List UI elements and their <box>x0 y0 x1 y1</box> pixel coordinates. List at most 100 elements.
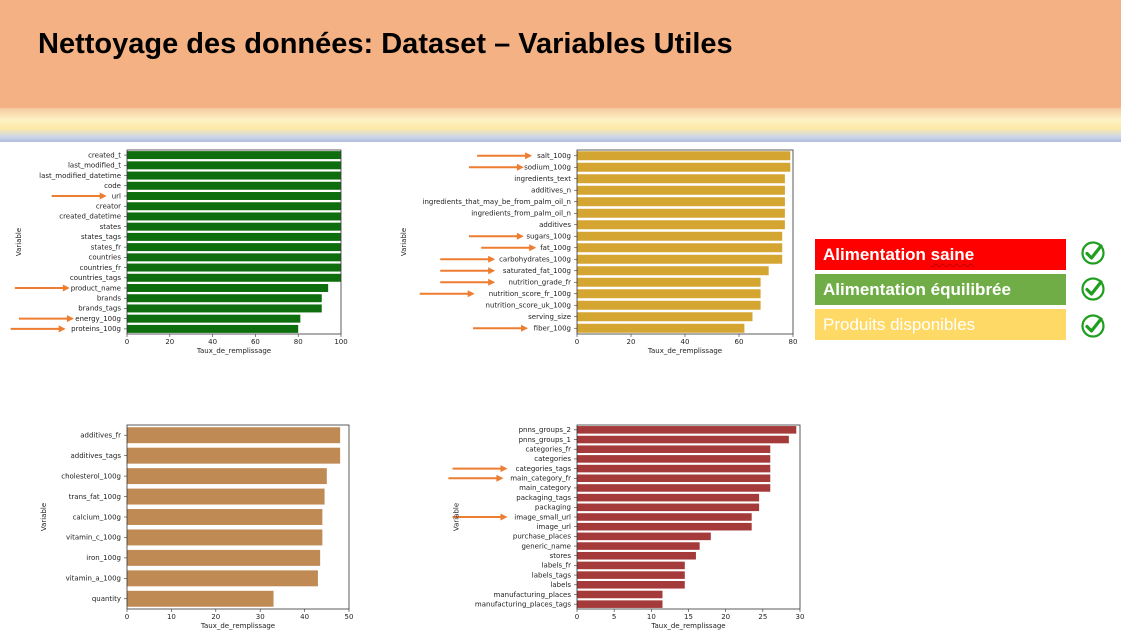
y-tick-label: additives <box>539 221 571 229</box>
y-tick-label: cholesterol_100g <box>61 472 121 480</box>
bar <box>577 312 753 322</box>
x-tick-label: 20 <box>211 613 220 621</box>
highlight-arrowhead <box>516 163 524 171</box>
y-tick-label: calcium_100g <box>73 513 121 521</box>
y-tick-label: countries_tags <box>70 274 122 282</box>
y-tick-label: ingredients_from_palm_oil_n <box>471 210 571 218</box>
bar <box>127 529 323 546</box>
highlight-arrowhead <box>58 325 66 333</box>
bar <box>127 192 341 200</box>
legend-balanced-food: Alimentation équilibrée <box>815 274 1066 305</box>
check-circle-icon <box>1081 277 1105 301</box>
bar <box>127 212 341 221</box>
bar <box>127 243 341 252</box>
y-tick-label: brands_tags <box>78 305 121 313</box>
bar <box>127 447 341 464</box>
bar <box>577 243 783 253</box>
x-tick-label: 60 <box>735 338 744 346</box>
x-tick-label: 60 <box>251 338 260 346</box>
legend-balanced-food-label: Alimentation équilibrée <box>823 280 1011 299</box>
y-tick-label: created_t <box>88 151 121 159</box>
bar <box>577 551 696 560</box>
chart-green-fill-rate: created_t last_modified_t last_modified_da… <box>10 149 348 355</box>
y-tick-label: labels_fr <box>542 562 572 570</box>
y-tick-label: nutrition_score_fr_100g <box>489 290 571 298</box>
y-tick-label: ingredients_that_may_be_from_palm_oil_n <box>423 198 572 206</box>
bar <box>127 509 323 525</box>
bar <box>577 185 785 195</box>
y-tick-label: vitamin_c_100g <box>66 534 121 542</box>
y-tick-label: pnns_groups_2 <box>519 426 571 434</box>
bar <box>577 151 791 161</box>
x-tick-label: 10 <box>167 613 176 621</box>
x-tick-label: 20 <box>165 338 174 346</box>
bar <box>577 474 771 483</box>
bar <box>127 549 321 566</box>
highlight-arrowhead <box>488 267 496 275</box>
bar <box>577 522 752 531</box>
legend-available-products-label: Produits disponibles <box>823 315 976 334</box>
check-circle-icon <box>1081 314 1105 338</box>
y-tick-label: product_name <box>71 284 121 292</box>
bar <box>127 314 301 323</box>
plot-frame <box>126 149 342 335</box>
legend-healthy-food-label-b: saine <box>930 245 975 264</box>
plot-frame <box>126 424 350 610</box>
x-tick-label: 20 <box>721 613 730 621</box>
x-tick-label: 20 <box>627 338 636 346</box>
y-tick-label: states <box>100 223 122 231</box>
bar <box>127 590 274 607</box>
x-tick-label: 0 <box>575 613 579 621</box>
x-tick-label: 15 <box>684 613 693 621</box>
bar <box>577 435 789 444</box>
y-tick-label: code <box>104 182 121 190</box>
bar <box>127 304 322 313</box>
highlight-arrowhead <box>516 232 524 240</box>
y-tick-label: categories_tags <box>516 465 572 473</box>
legend-healthy-food: Alimentation saine <box>815 239 1066 270</box>
highlight-arrowhead <box>521 324 528 332</box>
bar <box>127 253 341 262</box>
y-tick-label: trans_fat_100g <box>69 493 121 501</box>
y-tick-label: labels_tags <box>532 571 572 579</box>
bar <box>127 202 341 211</box>
bar <box>127 151 341 160</box>
y-axis-label: Variable <box>453 503 461 531</box>
x-tick-label: 80 <box>789 338 798 346</box>
x-axis-label: Taux_de_remplissage <box>196 347 271 355</box>
y-tick-label: additives_n <box>531 187 571 195</box>
highlight-arrowhead <box>66 315 74 323</box>
y-tick-label: brands <box>97 295 121 303</box>
highlight-arrowhead <box>62 284 70 292</box>
bar <box>577 581 685 589</box>
bar <box>577 464 771 473</box>
x-tick-label: 50 <box>345 613 354 621</box>
x-tick-label: 40 <box>681 338 690 346</box>
check-circle-icon <box>1081 241 1105 265</box>
y-tick-label: last_modified_t <box>68 162 121 170</box>
chart-yellow-fill-rate: salt_100g sodium_100g ingredients_textaddi… <box>400 149 798 355</box>
bar <box>577 208 785 218</box>
highlight-arrowhead <box>467 290 475 298</box>
bar <box>127 273 341 282</box>
y-tick-label: url <box>112 192 121 200</box>
y-tick-label: states_fr <box>91 243 121 251</box>
bar <box>577 174 785 184</box>
bar <box>577 323 745 333</box>
bar <box>577 513 752 521</box>
bar <box>577 503 760 512</box>
title-banner: Nettoyage des données: Dataset – Variabl… <box>0 0 1121 108</box>
chart-red-fill-rate: pnns_groups_2 pnns_groups_1 categories_frc… <box>448 424 804 630</box>
y-tick-label: additives_fr <box>80 432 121 440</box>
bar <box>577 254 783 264</box>
x-axis-label: Taux_de_remplissage <box>647 347 722 355</box>
bar <box>127 284 329 292</box>
y-tick-label: generic_name <box>521 542 571 550</box>
y-axis-label: Variable <box>40 503 48 531</box>
x-tick-label: 80 <box>294 338 303 346</box>
y-tick-label: energy_100g <box>75 315 121 323</box>
x-tick-label: 40 <box>208 338 217 346</box>
highlight-arrowhead <box>99 192 107 200</box>
bar <box>577 266 769 276</box>
x-tick-label: 0 <box>125 613 129 621</box>
